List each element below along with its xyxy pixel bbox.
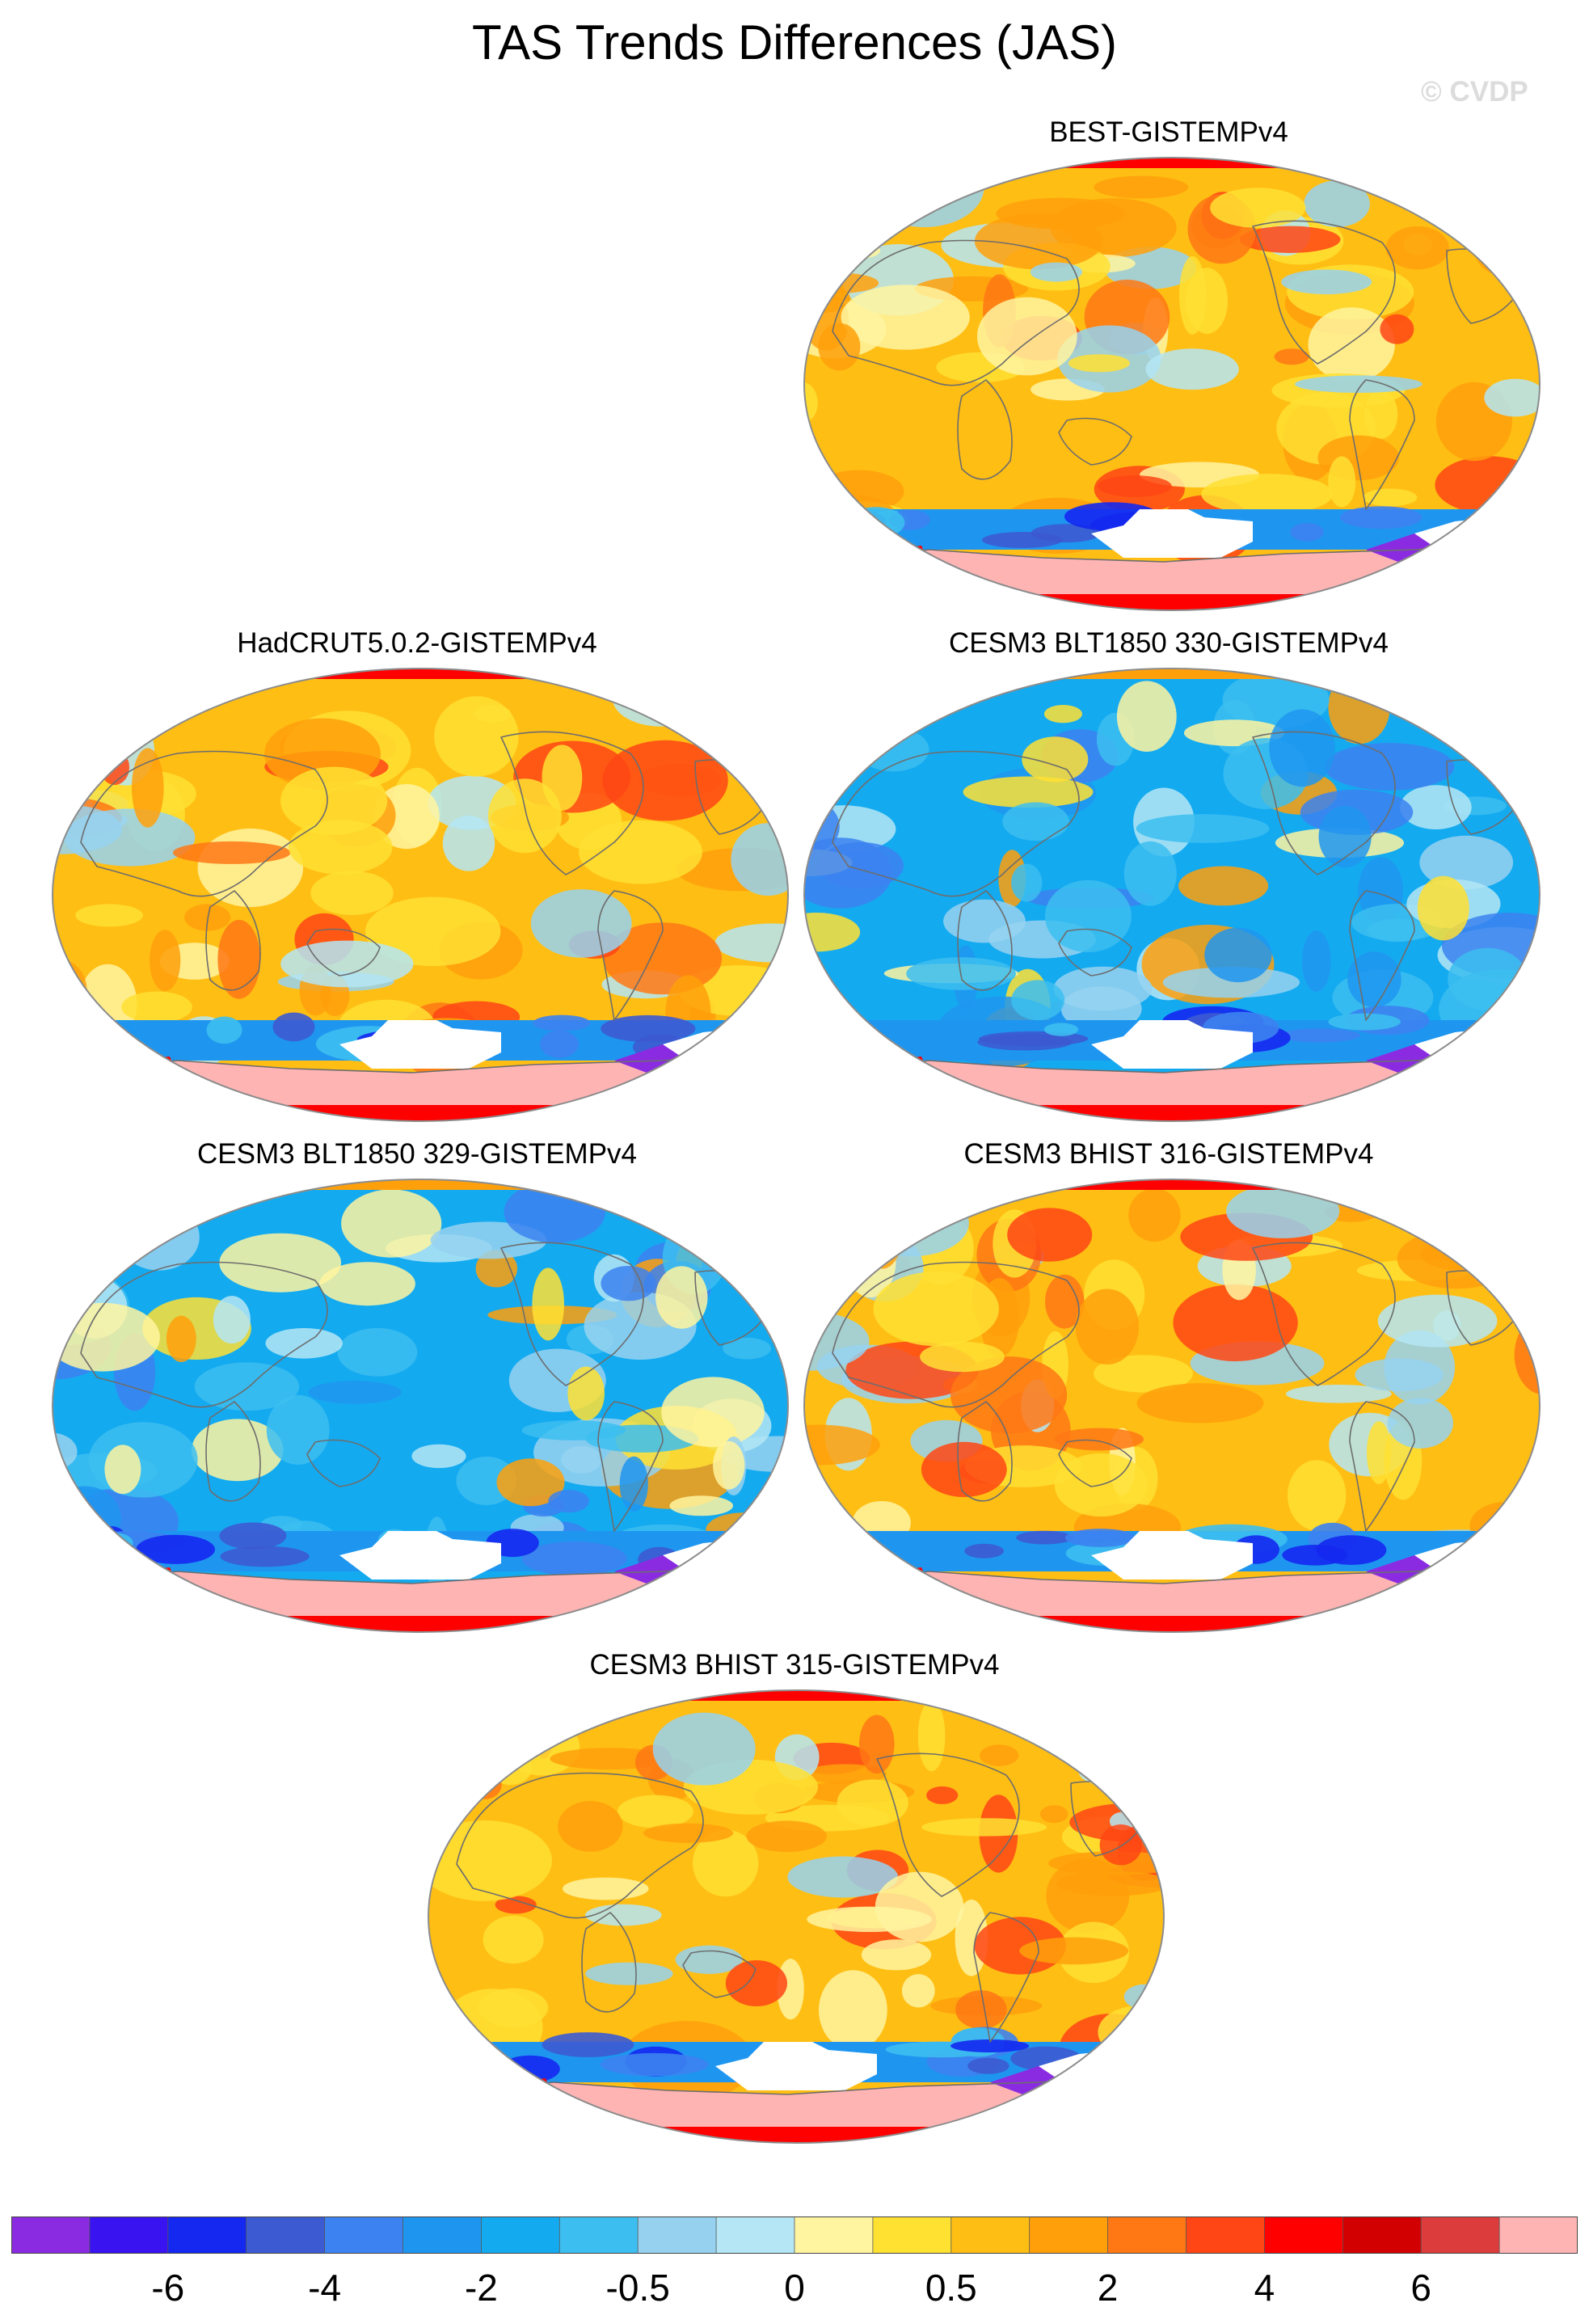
colorbar-swatch-4: [324, 2216, 404, 2254]
figure-title: TAS Trends Differences (JAS): [471, 15, 1118, 70]
map-bhist-315: [428, 1689, 1165, 2144]
colorbar-tick-label: -2: [464, 2267, 498, 2309]
panel-title-best: BEST-GISTEMPv4: [1049, 116, 1288, 148]
colorbar-swatch-0: [11, 2216, 91, 2254]
colorbar-swatch-15: [1186, 2216, 1265, 2254]
colorbar-tick-label: 0.5: [925, 2267, 977, 2309]
colorbar-swatch-6: [481, 2216, 560, 2254]
colorbar-swatch-11: [872, 2216, 952, 2254]
map-best: [803, 157, 1541, 611]
colorbar-swatch-13: [1029, 2216, 1109, 2254]
panel-title-blt1850-329: CESM3 BLT1850 329-GISTEMPv4: [196, 1138, 638, 1170]
colorbar-swatch-10: [794, 2216, 874, 2254]
panel-title-blt1850-330: CESM3 BLT1850 330-GISTEMPv4: [948, 627, 1389, 659]
colorbar-swatch-1: [89, 2216, 169, 2254]
colorbar-swatch-16: [1264, 2216, 1343, 2254]
colorbar-tick-label: 2: [1097, 2267, 1119, 2309]
colorbar-swatch-7: [559, 2216, 639, 2254]
colorbar-swatch-2: [167, 2216, 247, 2254]
colorbar-swatch-18: [1421, 2216, 1500, 2254]
colorbar-swatch-17: [1342, 2216, 1422, 2254]
colorbar-swatch-9: [716, 2216, 795, 2254]
colorbar-tick-label: -6: [151, 2267, 185, 2309]
colorbar-swatch-14: [1107, 2216, 1187, 2254]
colorbar-tick-label: 4: [1254, 2267, 1275, 2309]
colorbar-swatch-8: [638, 2216, 717, 2254]
colorbar-tick-label: -0.5: [605, 2267, 670, 2309]
map-blt1850-329: [52, 1179, 789, 1633]
colorbar-swatch-5: [403, 2216, 482, 2254]
map-blt1850-330: [803, 668, 1541, 1122]
colorbar-swatch-12: [950, 2216, 1031, 2254]
map-hadcrut: [52, 668, 789, 1122]
colorbar-swatch-19: [1499, 2216, 1578, 2254]
panel-title-hadcrut: HadCRUT5.0.2-GISTEMPv4: [237, 627, 597, 659]
map-bhist-316: [803, 1179, 1541, 1633]
colorbar-swatch-3: [246, 2216, 326, 2254]
cvdp-watermark: © CVDP: [1421, 76, 1528, 108]
colorbar-tick-label: 6: [1410, 2267, 1431, 2309]
colorbar-tick-label: -4: [308, 2267, 342, 2309]
panel-title-bhist-316: CESM3 BHIST 316-GISTEMPv4: [963, 1138, 1374, 1170]
colorbar: [11, 2216, 1578, 2254]
colorbar-tick-label: 0: [784, 2267, 805, 2309]
panel-title-bhist-315: CESM3 BHIST 315-GISTEMPv4: [589, 1649, 1000, 1681]
